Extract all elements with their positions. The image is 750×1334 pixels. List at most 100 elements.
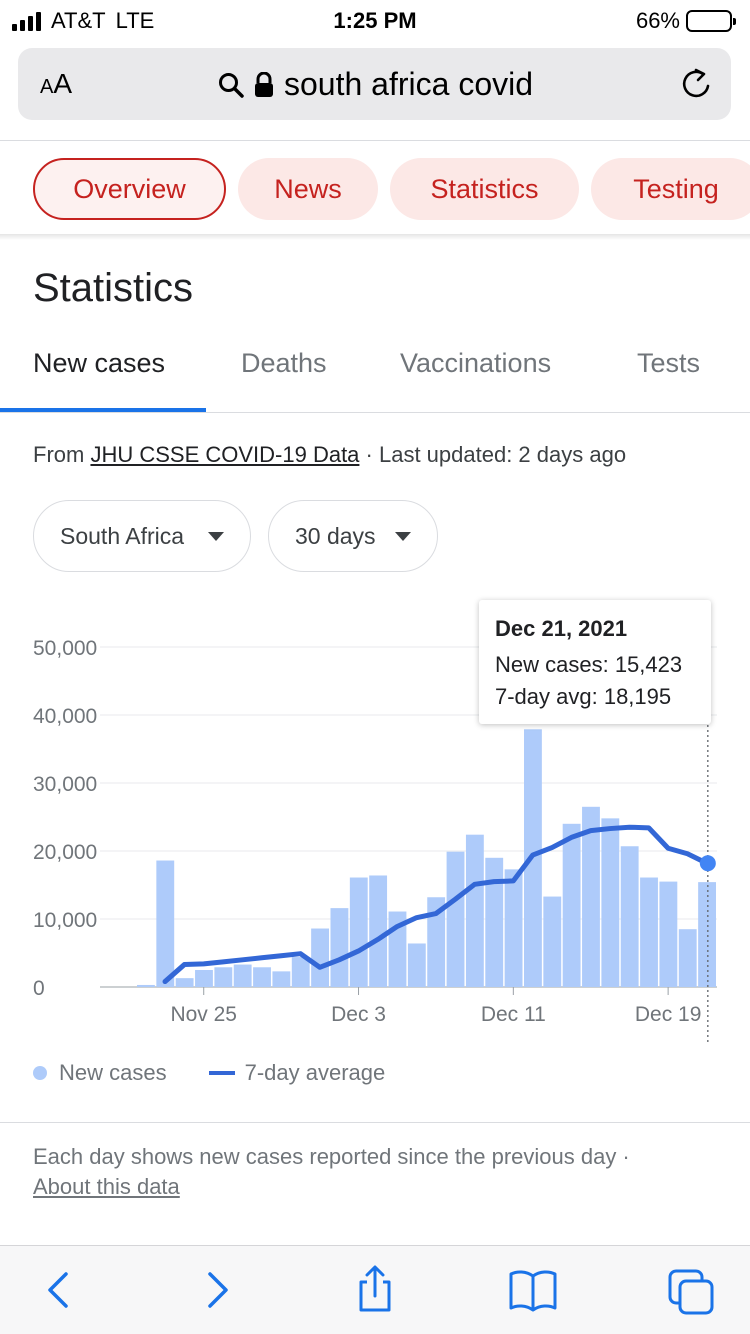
footnote: Each day shows new cases reported since …: [33, 1142, 713, 1202]
x-tick-label: Nov 25: [170, 1003, 237, 1026]
bar[interactable]: [233, 964, 252, 987]
x-tick-label: Dec 11: [481, 1003, 546, 1026]
footnote-text: Each day shows new cases reported since …: [33, 1144, 630, 1169]
x-tick-label: Dec 3: [331, 1003, 386, 1026]
page-title: Statistics: [33, 266, 194, 310]
bar[interactable]: [330, 908, 349, 987]
tab-vaccinations[interactable]: Vaccinations: [400, 348, 552, 378]
legend-line-swatch: [208, 1071, 235, 1075]
avg-line: [162, 824, 710, 985]
text-size-small-glyph: A: [40, 76, 54, 98]
bar[interactable]: [562, 823, 581, 987]
new-cases-chart[interactable]: 0 10,000 20,000 30,000 40,000 50,000 Nov 25 Dec…: [0, 590, 750, 1050]
status-left: AT&T LTE: [12, 8, 154, 34]
status-right: 66%: [635, 8, 736, 34]
tooltip-date: Dec 21, 2021: [495, 616, 628, 641]
caret-down-icon: [395, 532, 411, 541]
legend-bar-swatch: [33, 1066, 47, 1080]
hover-point: [699, 855, 716, 872]
source-link[interactable]: JHU CSSE COVID-19 Data: [90, 442, 360, 467]
bar[interactable]: [678, 929, 697, 987]
lock-icon: [255, 71, 273, 97]
search-icon: [219, 72, 244, 98]
bar[interactable]: [195, 970, 213, 987]
data-source: From JHU CSSE COVID-19 Data · Last updat…: [33, 442, 626, 468]
bar[interactable]: [272, 971, 291, 987]
reload-icon[interactable]: [679, 66, 713, 102]
bar[interactable]: [659, 881, 678, 987]
region-dropdown[interactable]: South Africa: [33, 500, 251, 572]
bar[interactable]: [446, 851, 465, 987]
range-value: 30 days: [295, 522, 376, 549]
battery-icon: [686, 10, 736, 32]
chip-testing[interactable]: Testing: [591, 158, 750, 220]
source-prefix: From: [33, 442, 91, 467]
tab-deaths[interactable]: Deaths: [241, 348, 327, 378]
y-tick-label: 0: [33, 977, 45, 1000]
bar[interactable]: [620, 846, 639, 987]
divider: [0, 1122, 750, 1123]
tooltip-new-cases: New cases: 15,423: [495, 652, 683, 677]
bar[interactable]: [601, 818, 620, 987]
bar[interactable]: [504, 869, 523, 987]
bar[interactable]: [427, 897, 446, 987]
bar[interactable]: [156, 860, 175, 987]
y-tick-label: 50,000: [33, 637, 97, 660]
divider: [0, 412, 750, 413]
about-data-link[interactable]: About this data: [33, 1174, 180, 1199]
search-query: south africa covid: [284, 66, 534, 102]
bar[interactable]: [543, 896, 562, 987]
x-tick-label: Dec 19: [635, 1003, 702, 1026]
carrier-label: AT&T: [51, 8, 106, 33]
status-bar: AT&T LTE 1:25 PM 66%: [0, 0, 750, 40]
chips-shadow: [0, 234, 750, 240]
legend-bars-label: New cases: [59, 1060, 167, 1085]
battery-percent: 66%: [635, 8, 680, 33]
active-tab-indicator: [0, 408, 206, 412]
chart-tooltip: Dec 21, 2021 New cases: 15,423 7-day avg…: [479, 600, 711, 724]
back-icon[interactable]: [36, 1268, 80, 1312]
network-label: LTE: [115, 8, 155, 33]
bookmarks-icon[interactable]: [508, 1268, 558, 1312]
address-field[interactable]: south africa covid: [218, 66, 533, 103]
divider: [0, 140, 750, 141]
chip-statistics[interactable]: Statistics: [390, 158, 579, 220]
signal-icon: [12, 11, 41, 31]
source-suffix: · Last updated: 2 days ago: [359, 442, 627, 467]
tabs-icon[interactable]: [667, 1268, 715, 1316]
bar[interactable]: [465, 834, 484, 987]
bar[interactable]: [407, 943, 426, 987]
y-tick-label: 20,000: [33, 841, 97, 864]
chip-overview[interactable]: Overview: [33, 158, 226, 220]
share-icon[interactable]: [353, 1264, 397, 1314]
bar[interactable]: [253, 967, 271, 987]
topic-chips: Overview News Statistics Testing: [0, 156, 750, 222]
browser-toolbar: [0, 1245, 750, 1334]
region-value: South Africa: [60, 522, 185, 549]
caret-down-icon: [208, 532, 224, 541]
y-tick-label: 40,000: [33, 705, 97, 728]
legend-line-label: 7-day average: [244, 1060, 386, 1085]
bar[interactable]: [214, 967, 233, 987]
address-bar[interactable]: AA south africa covid: [18, 48, 731, 120]
text-size-button[interactable]: AA: [40, 68, 72, 100]
tab-tests[interactable]: Tests: [637, 348, 701, 378]
clock: 1:25 PM: [333, 8, 417, 33]
forward-icon[interactable]: [196, 1268, 240, 1312]
tab-new-cases[interactable]: New cases: [33, 348, 166, 378]
bar[interactable]: [485, 857, 504, 987]
bar[interactable]: [369, 875, 388, 987]
range-dropdown[interactable]: 30 days: [268, 500, 438, 572]
bar[interactable]: [291, 957, 310, 987]
stat-tabs: New cases Deaths Vaccinations Tests: [0, 340, 750, 412]
bar[interactable]: [349, 877, 368, 987]
bar[interactable]: [640, 877, 658, 987]
bar[interactable]: [698, 882, 716, 987]
bar[interactable]: [582, 806, 600, 987]
y-tick-label: 30,000: [33, 773, 97, 796]
y-tick-label: 10,000: [33, 909, 97, 932]
bar[interactable]: [137, 984, 155, 987]
chip-news[interactable]: News: [238, 158, 378, 220]
bar[interactable]: [311, 928, 329, 987]
bar[interactable]: [175, 978, 194, 987]
